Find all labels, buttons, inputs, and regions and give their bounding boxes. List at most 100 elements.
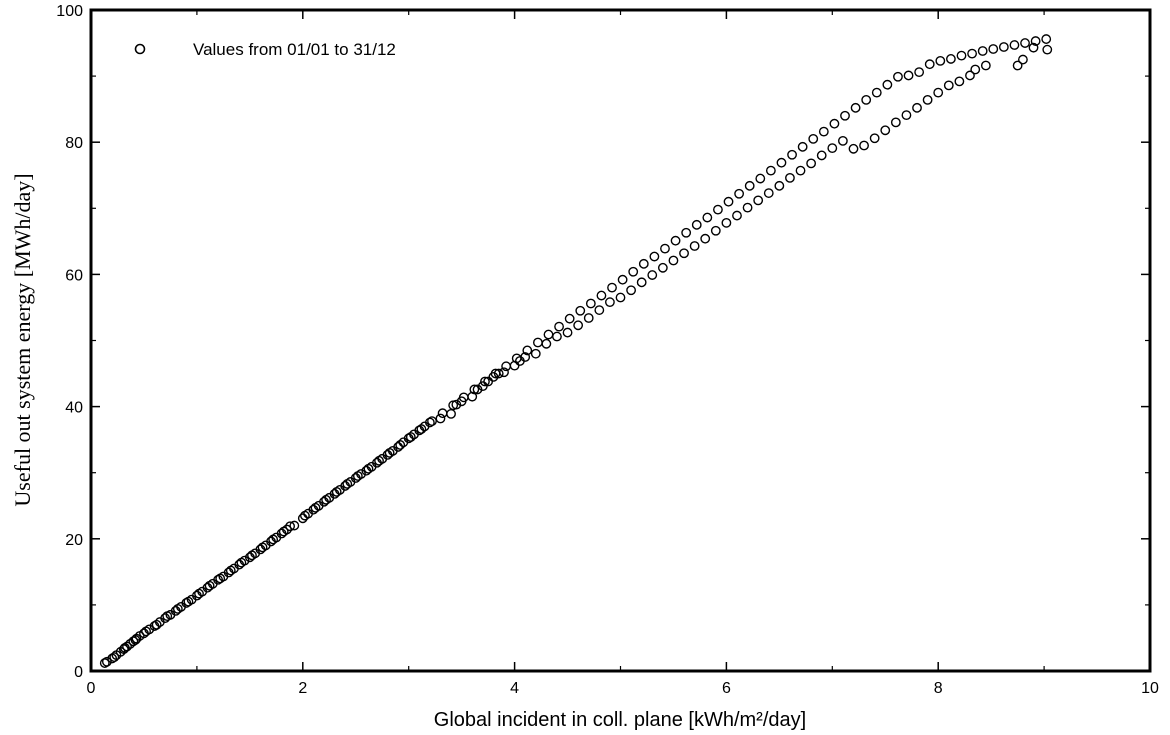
data-point	[837, 135, 848, 146]
data-point	[480, 376, 490, 387]
x-axis-ticks: 0 2 4 6 8 10	[87, 10, 1159, 697]
data-point	[183, 596, 194, 607]
data-point	[128, 636, 139, 647]
data-point	[797, 141, 808, 152]
data-point	[988, 44, 999, 54]
data-point	[700, 233, 711, 244]
data-point	[594, 305, 605, 315]
data-point	[691, 219, 702, 230]
data-point	[702, 212, 713, 223]
data-point	[753, 195, 764, 206]
data-point	[374, 455, 384, 466]
data-point	[998, 42, 1009, 52]
data-point	[967, 48, 977, 59]
data-point	[723, 196, 734, 207]
data-point	[472, 384, 483, 395]
data-point	[710, 225, 721, 236]
data-point	[744, 180, 755, 191]
data-point	[734, 188, 745, 199]
data-point	[935, 55, 946, 66]
data-point	[732, 210, 742, 221]
data-point	[543, 329, 554, 340]
data-point	[1030, 36, 1041, 46]
data-point	[1042, 44, 1053, 55]
legend: Values from 01/01 to 31/12	[134, 40, 396, 59]
data-point	[131, 633, 142, 644]
data-point	[213, 574, 223, 585]
data-point	[257, 542, 268, 553]
x-tick-label: 10	[1141, 680, 1159, 697]
data-point	[818, 126, 829, 137]
data-point	[774, 180, 785, 191]
data-point	[437, 408, 448, 419]
data-point	[861, 94, 872, 105]
data-point	[808, 133, 819, 144]
data-point	[101, 656, 112, 667]
y-tick-label: 40	[65, 400, 83, 417]
data-point	[395, 440, 406, 450]
data-point	[827, 143, 838, 154]
data-point	[893, 71, 903, 82]
data-point	[660, 243, 670, 254]
y-tick-label: 60	[65, 267, 83, 284]
data-point	[363, 463, 374, 474]
data-point	[721, 217, 732, 228]
data-point	[977, 46, 988, 56]
data-point	[427, 416, 437, 427]
data-point	[1009, 40, 1020, 50]
data-point	[742, 202, 753, 213]
data-point	[384, 447, 395, 458]
data-point	[268, 534, 279, 545]
data-point	[657, 262, 668, 273]
data-point	[225, 565, 236, 576]
data-point	[583, 313, 594, 323]
data-point	[596, 290, 607, 301]
data-point	[617, 274, 628, 285]
data-point	[554, 321, 564, 332]
data-point	[575, 305, 586, 316]
data-point	[285, 521, 295, 532]
data-point	[785, 172, 795, 183]
data-point	[1020, 38, 1030, 48]
data-point	[755, 173, 766, 184]
data-point	[172, 603, 183, 614]
data-point	[943, 80, 954, 91]
y-tick-label: 0	[74, 664, 83, 681]
data-point	[980, 60, 991, 71]
data-point	[215, 573, 226, 584]
data-point	[585, 298, 596, 309]
data-point	[194, 588, 204, 599]
data-point	[310, 502, 321, 513]
data-point	[416, 424, 427, 434]
data-point	[776, 157, 787, 168]
data-point	[628, 266, 639, 277]
data-point	[119, 642, 130, 653]
data-point	[162, 611, 173, 622]
data-point	[289, 520, 300, 531]
data-point	[795, 165, 806, 176]
plot-frame	[89, 8, 1152, 673]
data-point	[141, 626, 151, 637]
data-point	[607, 282, 617, 293]
data-point	[532, 337, 543, 348]
data-point	[573, 320, 584, 331]
data-point	[1018, 54, 1028, 65]
data-point	[501, 361, 512, 372]
data-point	[850, 102, 861, 113]
data-point	[954, 76, 965, 87]
data-point	[890, 117, 901, 128]
legend-marker	[134, 43, 146, 55]
data-point	[469, 384, 480, 395]
data-point	[848, 143, 859, 154]
data-point	[933, 87, 944, 98]
data-point	[300, 510, 310, 521]
data-point	[649, 251, 660, 262]
data-point	[946, 54, 956, 64]
data-point	[352, 471, 363, 481]
y-tick-label: 80	[65, 135, 83, 152]
data-point	[914, 67, 925, 78]
data-point	[109, 652, 120, 663]
data-point	[924, 59, 935, 70]
x-tick-label: 0	[87, 680, 96, 697]
